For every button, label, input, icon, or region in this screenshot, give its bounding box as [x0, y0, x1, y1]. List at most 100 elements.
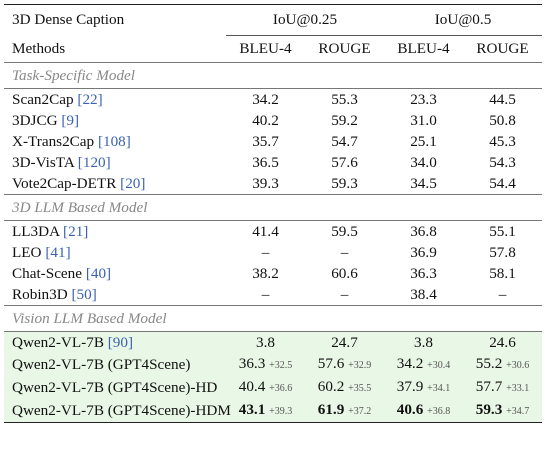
method-cell: Qwen2-VL-7B (GPT4Scene)	[4, 353, 226, 376]
method-cell: Scan2Cap [22]	[4, 89, 226, 111]
table-row: LL3DA [21] 41.4 59.5 36.8 55.1	[4, 221, 542, 243]
section-label: 3D LLM Based Model	[4, 194, 542, 221]
metric-value: 45.3	[489, 133, 516, 150]
improvement-delta: +36.6	[269, 383, 293, 394]
value-cell: 25.1	[384, 131, 463, 152]
value-cell: 54.4	[463, 173, 542, 195]
metric-value: 57.6	[317, 355, 345, 372]
metric-value: 31.0	[410, 112, 437, 129]
metric-header: ROUGE	[476, 40, 529, 57]
metric-value: 57.7	[475, 378, 503, 395]
metric-value: 44.5	[489, 91, 516, 108]
group-header-iou025: IoU@0.25	[226, 4, 384, 36]
value-cell: 57.7 +33.1	[463, 376, 542, 399]
improvement-delta: +30.4	[427, 360, 451, 371]
metric-value: 36.8	[410, 223, 437, 240]
citation-link[interactable]: [120]	[77, 154, 111, 171]
header-row-metrics: Methods BLEU-4 ROUGE BLEU-4 ROUGE	[4, 36, 542, 63]
value-cell: 36.3	[384, 263, 463, 284]
table-row: 3DJCG [9] 40.2 59.2 31.0 50.8	[4, 110, 542, 131]
table-row: Qwen2-VL-7B (GPT4Scene)-HD 40.4 +36.6 60.2…	[4, 376, 542, 399]
method-name: LEO	[12, 244, 42, 261]
metric-value: 3.8	[256, 334, 275, 351]
value-cell: 45.3	[463, 131, 542, 152]
metric-value: 34.2	[252, 91, 279, 108]
metric-value: 54.7	[331, 133, 358, 150]
citation-link[interactable]: [22]	[77, 91, 103, 108]
metric-value: 38.2	[252, 265, 279, 282]
method-cell: Chat-Scene [40]	[4, 263, 226, 284]
method-name: 3D-VisTA	[12, 154, 74, 171]
metric-value: 58.1	[489, 265, 516, 282]
citation-link[interactable]: [20]	[120, 175, 146, 192]
section-header-row: 3D LLM Based Model	[4, 194, 542, 221]
value-cell: 55.2 +30.6	[463, 353, 542, 376]
method-name: Chat-Scene	[12, 265, 83, 282]
metric-value: 61.9	[317, 401, 345, 418]
metric-value: 60.2	[317, 378, 345, 395]
metric-value: 54.4	[489, 175, 516, 192]
value-cell: –	[305, 284, 384, 306]
method-name: X-Trans2Cap	[12, 133, 95, 150]
citation-link[interactable]: [108]	[97, 133, 131, 150]
value-cell: 57.6 +32.9	[305, 353, 384, 376]
metric-value: 36.3	[238, 355, 266, 372]
value-cell: 39.3	[226, 173, 305, 195]
citation-link[interactable]: [40]	[85, 265, 112, 282]
method-name: 3DJCG	[12, 112, 58, 129]
citation-link[interactable]: [21]	[63, 223, 89, 240]
methods-header: Methods	[12, 39, 66, 57]
metric-value: –	[261, 244, 270, 261]
method-name: Vote2Cap-DETR	[12, 175, 117, 192]
metric-value: 57.6	[331, 154, 358, 171]
value-cell: 59.3	[305, 173, 384, 195]
metric-value: 36.9	[410, 244, 437, 261]
value-cell: 57.8	[463, 242, 542, 263]
value-cell: 36.3 +32.5	[226, 353, 305, 376]
method-name: Scan2Cap	[12, 91, 74, 108]
citation-link[interactable]: [9]	[61, 112, 80, 129]
method-cell: LEO [41]	[4, 242, 226, 263]
method-name: Qwen2-VL-7B (GPT4Scene)	[12, 356, 191, 373]
metric-value: 54.3	[489, 154, 516, 171]
method-name: Qwen2-VL-7B (GPT4Scene)-HDM	[12, 402, 231, 419]
improvement-delta: +36.8	[427, 406, 451, 417]
metric-value: 34.5	[410, 175, 437, 192]
metric-value: 34.2	[396, 355, 424, 372]
value-cell: 38.2	[226, 263, 305, 284]
citation-link[interactable]: [50]	[71, 286, 97, 303]
value-cell: 44.5	[463, 89, 542, 111]
metric-value: 3.8	[414, 334, 433, 351]
value-cell: 58.1	[463, 263, 542, 284]
method-name: LL3DA	[12, 223, 60, 240]
improvement-delta: +32.9	[348, 360, 372, 371]
method-cell: LL3DA [21]	[4, 221, 226, 243]
value-cell: 34.5	[384, 173, 463, 195]
value-cell: 60.6	[305, 263, 384, 284]
section-header-row: Vision LLM Based Model	[4, 305, 542, 332]
value-cell: 36.5	[226, 152, 305, 173]
metric-value: 57.8	[489, 244, 516, 261]
improvement-delta: +34.1	[427, 383, 451, 394]
metric-value: 40.6	[396, 401, 424, 418]
improvement-delta: +39.3	[269, 406, 293, 417]
results-table: 3D Dense Caption IoU@0.25 IoU@0.5 Method…	[4, 4, 542, 423]
value-cell: 35.7	[226, 131, 305, 152]
value-cell: –	[305, 242, 384, 263]
value-cell: 34.2 +30.4	[384, 353, 463, 376]
table-row: 3D-VisTA [120] 36.5 57.6 34.0 54.3	[4, 152, 542, 173]
header-row-groups: 3D Dense Caption IoU@0.25 IoU@0.5	[4, 4, 542, 36]
metric-value: 41.4	[252, 223, 279, 240]
citation-link[interactable]: [90]	[107, 334, 134, 351]
citation-link[interactable]: [41]	[45, 244, 71, 261]
value-cell: –	[463, 284, 542, 306]
metric-value: 40.2	[252, 112, 279, 129]
table-row: X-Trans2Cap [108] 35.7 54.7 25.1 45.3	[4, 131, 542, 152]
section-header-row: Task-Specific Model	[4, 62, 542, 89]
value-cell: 40.2	[226, 110, 305, 131]
improvement-delta: +35.5	[348, 383, 372, 394]
table-row: Vote2Cap-DETR [20] 39.3 59.3 34.5 54.4	[4, 173, 542, 195]
metric-value: –	[261, 286, 270, 303]
table-row: Chat-Scene [40] 38.2 60.6 36.3 58.1	[4, 263, 542, 284]
value-cell: 23.3	[384, 89, 463, 111]
